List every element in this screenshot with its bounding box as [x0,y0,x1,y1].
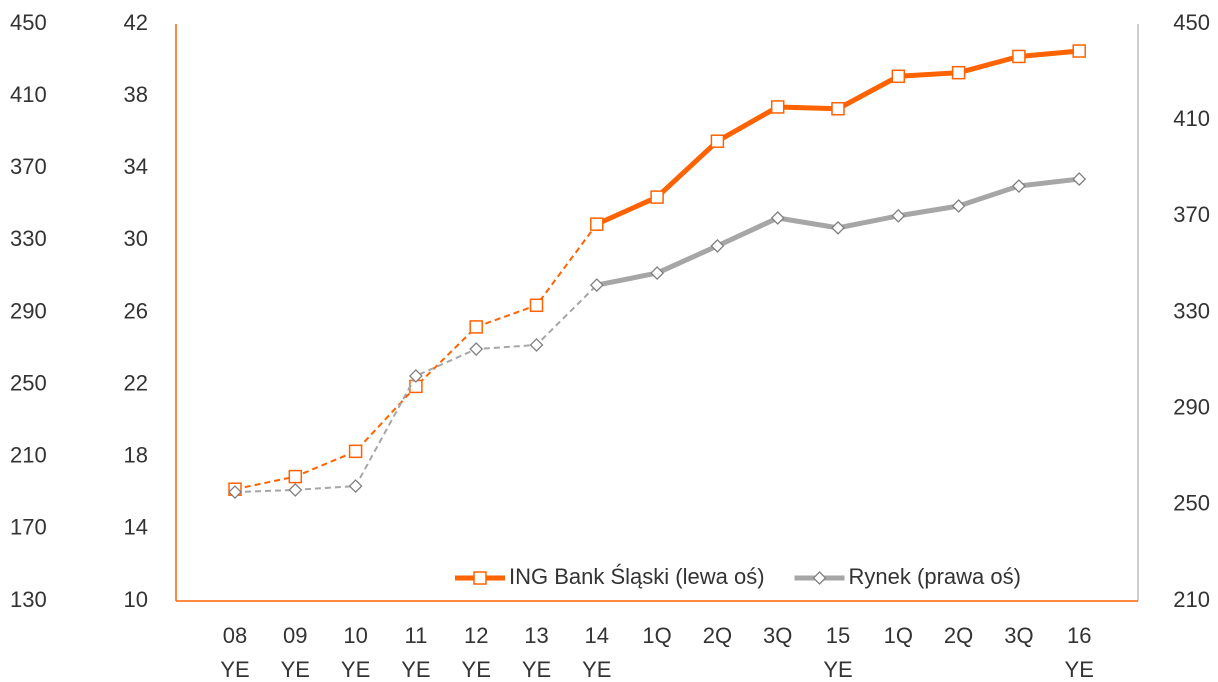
x-tick-label: 1Q [884,623,913,648]
marker [1011,179,1026,193]
marker [529,338,544,352]
x-tick-label: YE [1065,657,1094,682]
x-tick-label: 10 [343,623,367,648]
marker [469,342,484,356]
y3-tick-label: 130 [10,587,47,612]
marker [770,211,785,225]
x-tick-label: 12 [464,623,488,648]
y-tick-label: 14 [124,515,148,540]
marker [408,369,423,383]
x-tick-label: 11 [404,623,427,648]
x-tick-label: 1Q [642,623,671,648]
y-tick-label: 26 [124,298,148,323]
marker [288,483,303,497]
line [595,48,1080,227]
x-tick-label: 16 [1067,623,1091,648]
marker [1072,44,1086,58]
line-dashed [234,223,598,491]
marker [348,444,363,459]
marker [831,220,845,235]
y2-tick-label: 410 [1173,106,1210,131]
x-tick-label: YE [401,657,430,682]
marker [951,199,966,213]
x-tick-label: 15 [826,623,850,648]
x-tick-label: 08 [223,623,247,648]
x-tick-label: 2Q [944,623,973,648]
y3-tick-label: 370 [10,154,47,179]
y2-tick-label: 250 [1173,491,1210,516]
y-tick-label: 10 [124,587,148,612]
y2-tick-label: 290 [1173,394,1210,419]
x-tick-label: 14 [585,623,609,648]
x-tick-label: 2Q [703,623,732,648]
x-tick-label: 3Q [1004,623,1033,648]
marker [650,266,665,280]
marker [228,485,242,500]
y2-tick-label: 330 [1173,298,1210,323]
marker [529,298,544,313]
x-tick-label: 3Q [763,623,792,648]
marker [589,278,604,293]
y3-tick-label: 290 [10,298,47,323]
marker [590,217,604,231]
y3-tick-label: 170 [10,515,47,540]
marker [951,65,966,80]
y-tick-label: 34 [124,154,148,179]
marker [891,69,906,84]
y3-tick-label: 210 [10,443,47,468]
x-tick-label: YE [823,657,852,682]
y2-tick-label: 370 [1173,202,1210,227]
marker [473,571,487,585]
y3-tick-label: 330 [10,226,47,251]
y2-tick-label: 210 [1173,587,1210,612]
y-tick-label: 38 [124,82,148,107]
x-tick-label: 13 [524,623,548,648]
x-tick-label: YE [281,657,310,682]
y3-tick-label: 410 [10,82,47,107]
marker [1012,49,1026,64]
y2-tick-label: 450 [1173,10,1210,35]
marker [812,571,827,585]
y-tick-label: 30 [124,226,148,251]
marker [831,101,845,116]
x-tick-label: YE [522,657,551,682]
x-tick-label: YE [220,657,249,682]
marker [710,238,725,253]
x-tick-label: YE [341,657,370,682]
legend-label: ING Bank Śląski (lewa oś) [509,564,765,589]
marker [288,469,303,484]
x-tick-label: 09 [283,623,307,648]
y-tick-label: 42 [124,10,148,35]
marker [650,190,664,204]
y3-tick-label: 450 [10,10,47,35]
marker [348,479,363,494]
marker [710,134,725,148]
x-tick-label: YE [462,657,491,682]
x-tick-label: YE [582,657,611,682]
y-tick-label: 22 [124,370,148,395]
marker [1072,172,1087,186]
marker [770,100,785,114]
marker [469,320,483,334]
y3-tick-label: 250 [10,370,47,395]
y-tick-label: 18 [124,443,148,468]
marker [891,208,906,223]
legend-label: Rynek (prawa oś) [849,564,1021,589]
